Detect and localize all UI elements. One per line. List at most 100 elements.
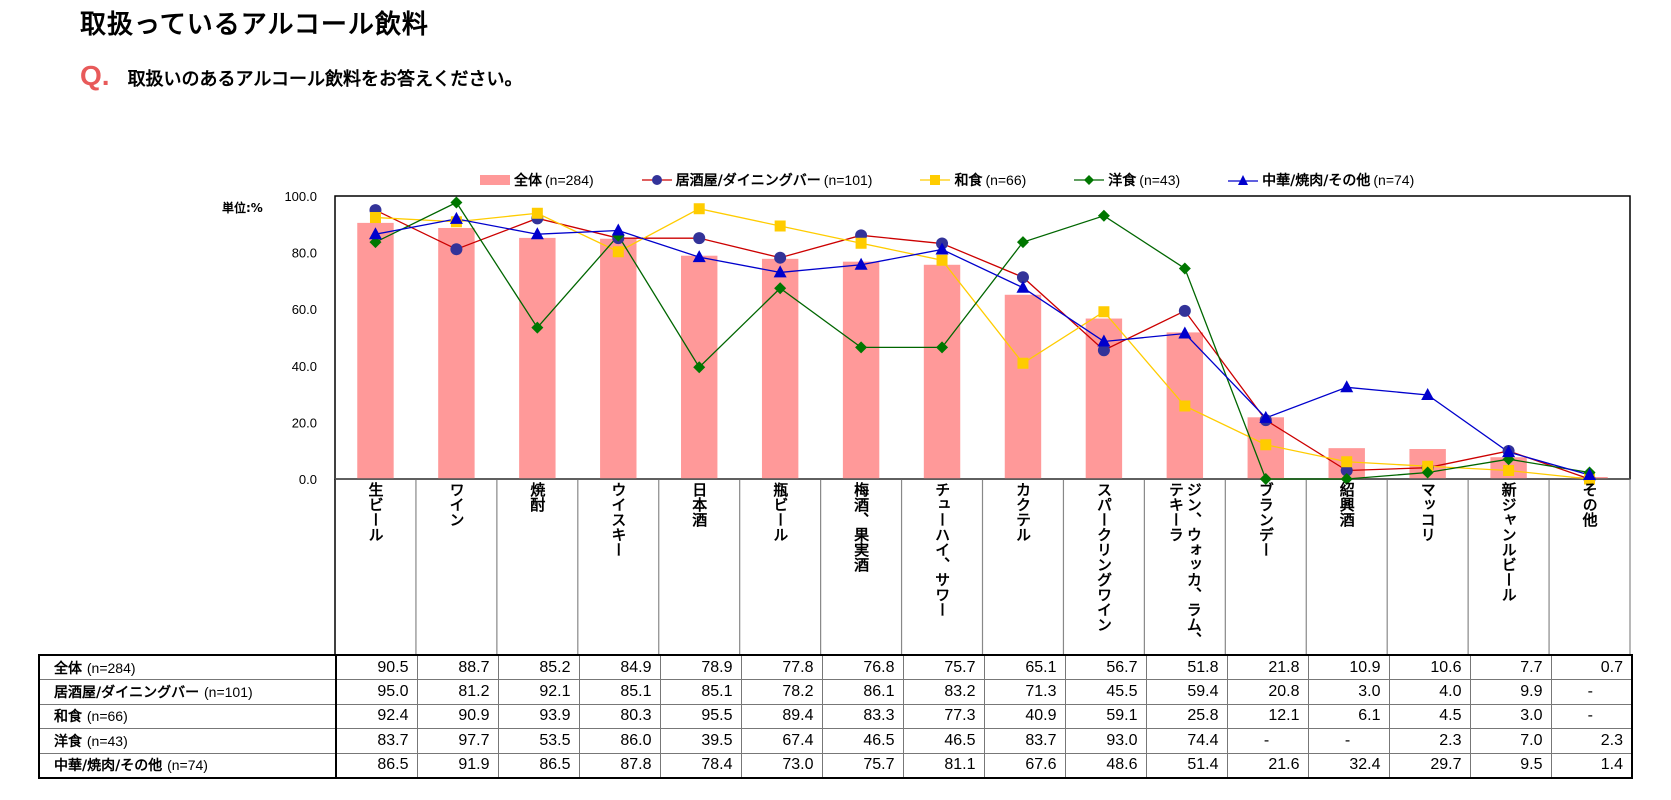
category-label-text: ウイスキー	[609, 482, 628, 557]
category-label-text: ワイン	[447, 482, 466, 527]
table-cell: 77.3	[902, 703, 985, 729]
table-cell: 75.7	[902, 654, 985, 680]
series-line-izakaya	[375, 209, 1590, 480]
table-cell: 77.8	[740, 654, 823, 680]
row-header: 和食 (n=66)	[38, 703, 337, 729]
point-washoku	[1260, 439, 1272, 451]
point-chuka	[1583, 468, 1597, 481]
bar-all	[438, 227, 475, 479]
table-cell: 21.8	[1226, 654, 1309, 680]
table-cell: 86.1	[821, 679, 904, 705]
legend-n: (n=43)	[1139, 172, 1181, 188]
legend-item-yoshoku: 洋食 (n=43)	[1074, 170, 1180, 190]
category-label: 瓶ビール	[740, 482, 821, 654]
table-cell: 59.1	[1064, 703, 1147, 729]
table-cell: 74.4	[1145, 728, 1228, 754]
table-cell: 7.7	[1469, 654, 1552, 680]
table-cell: 3.0	[1307, 679, 1390, 705]
point-chuka	[1097, 334, 1111, 347]
table-cell: 97.7	[416, 728, 499, 754]
table-cell: 4.5	[1388, 703, 1471, 729]
legend-item-washoku: 和食 (n=66)	[920, 170, 1026, 190]
point-yoshoku	[1421, 466, 1434, 479]
legend-circle-marker-icon	[641, 175, 672, 185]
point-yoshoku	[1097, 209, 1110, 222]
category-label: 梅酒、果実酒	[821, 482, 902, 654]
point-yoshoku	[936, 341, 949, 354]
table-cell: 39.5	[659, 728, 742, 754]
table-cell: 46.5	[821, 728, 904, 754]
category-label-text: 梅酒、果実酒	[852, 482, 871, 572]
point-washoku	[936, 254, 948, 266]
table-cell: 48.6	[1064, 752, 1147, 779]
point-washoku	[1341, 456, 1353, 468]
table-cell: 86.5	[335, 752, 418, 779]
table-cell: 59.4	[1145, 679, 1228, 705]
point-washoku	[1503, 465, 1515, 477]
table-cell: 83.7	[983, 728, 1066, 754]
point-yoshoku	[1340, 473, 1353, 485]
category-label-text: カクテル	[1014, 482, 1032, 542]
table-cell: -	[1307, 728, 1390, 754]
table-cell: -	[1550, 679, 1633, 705]
table-cell: 92.1	[497, 679, 580, 705]
y-tick-label: 60.0	[292, 302, 317, 317]
table-cell: 10.9	[1307, 654, 1390, 680]
series-line-yoshoku	[375, 201, 1590, 480]
category-label: スパークリングワイン	[1063, 482, 1144, 654]
category-label-text: 紹興酒	[1337, 482, 1356, 527]
table-cell: 89.4	[740, 703, 823, 729]
point-chuka	[1421, 387, 1435, 400]
table-cell: 29.7	[1388, 752, 1471, 779]
category-label: その他	[1549, 482, 1630, 654]
table-cell: 92.4	[335, 703, 418, 729]
table-cell: 45.5	[1064, 679, 1147, 705]
point-yoshoku	[1016, 236, 1029, 249]
table-cell: 71.3	[983, 679, 1066, 705]
table-cell: 20.8	[1226, 679, 1309, 705]
question: Q. 取扱いのあるアルコール飲料をお答えください。	[80, 60, 522, 92]
table-cell: 78.2	[740, 679, 823, 705]
point-izakaya	[450, 243, 463, 256]
table-cell: 81.2	[416, 679, 499, 705]
row-header: 中華/焼肉/その他 (n=74)	[38, 752, 337, 779]
legend-label: 全体	[514, 173, 542, 189]
bar-all	[600, 238, 637, 479]
table-row: 和食 (n=66) 92.4 90.9 93.9 80.3 95.5 89.4 83.3 77.…	[38, 703, 1633, 729]
category-label: ウイスキー	[578, 482, 659, 654]
category-label-text: ブランデー	[1256, 482, 1275, 557]
table-cell: 83.7	[335, 728, 418, 754]
point-chuka	[368, 227, 382, 240]
table-cell: 85.1	[578, 679, 661, 705]
point-washoku	[531, 207, 543, 219]
row-header: 全体 (n=284)	[38, 654, 337, 680]
category-label-text: 焼酎	[528, 482, 547, 512]
point-washoku	[774, 220, 786, 232]
table-cell: 90.5	[335, 654, 418, 680]
legend-diamond-marker-icon	[1074, 175, 1105, 185]
table-cell: 84.9	[578, 654, 661, 680]
legend-label: 和食	[954, 173, 983, 189]
table-cell: 67.6	[983, 752, 1066, 779]
bar-all	[519, 237, 556, 479]
row-header-name: 中華/焼肉/その他	[54, 758, 163, 774]
point-yoshoku	[1178, 262, 1191, 275]
bar-all	[923, 264, 961, 479]
table-cell: 1.4	[1550, 752, 1633, 779]
table-cell: 53.5	[497, 728, 580, 754]
table-cell: 2.3	[1550, 728, 1633, 754]
legend-n: (n=101)	[823, 172, 873, 188]
chart-legend: 全体 (n=284) 居酒屋/ダイニングバー (n=101) 和食 (n=66) 洋食…	[480, 170, 1462, 190]
table-cell: 80.3	[578, 703, 661, 729]
table-cell: 67.4	[740, 728, 823, 754]
table-cell: 93.9	[497, 703, 580, 729]
unit-label: 単位:%	[222, 201, 263, 215]
row-header-name: 洋食	[54, 733, 82, 750]
table-cell: 2.3	[1388, 728, 1471, 754]
point-izakaya	[1178, 304, 1191, 317]
table-cell: 56.7	[1064, 654, 1147, 680]
y-tick-label: 0.0	[299, 472, 317, 487]
table-cell: 51.8	[1145, 654, 1228, 680]
point-washoku	[693, 203, 705, 215]
question-text: 取扱いのあるアルコール飲料をお答えください。	[127, 69, 523, 90]
